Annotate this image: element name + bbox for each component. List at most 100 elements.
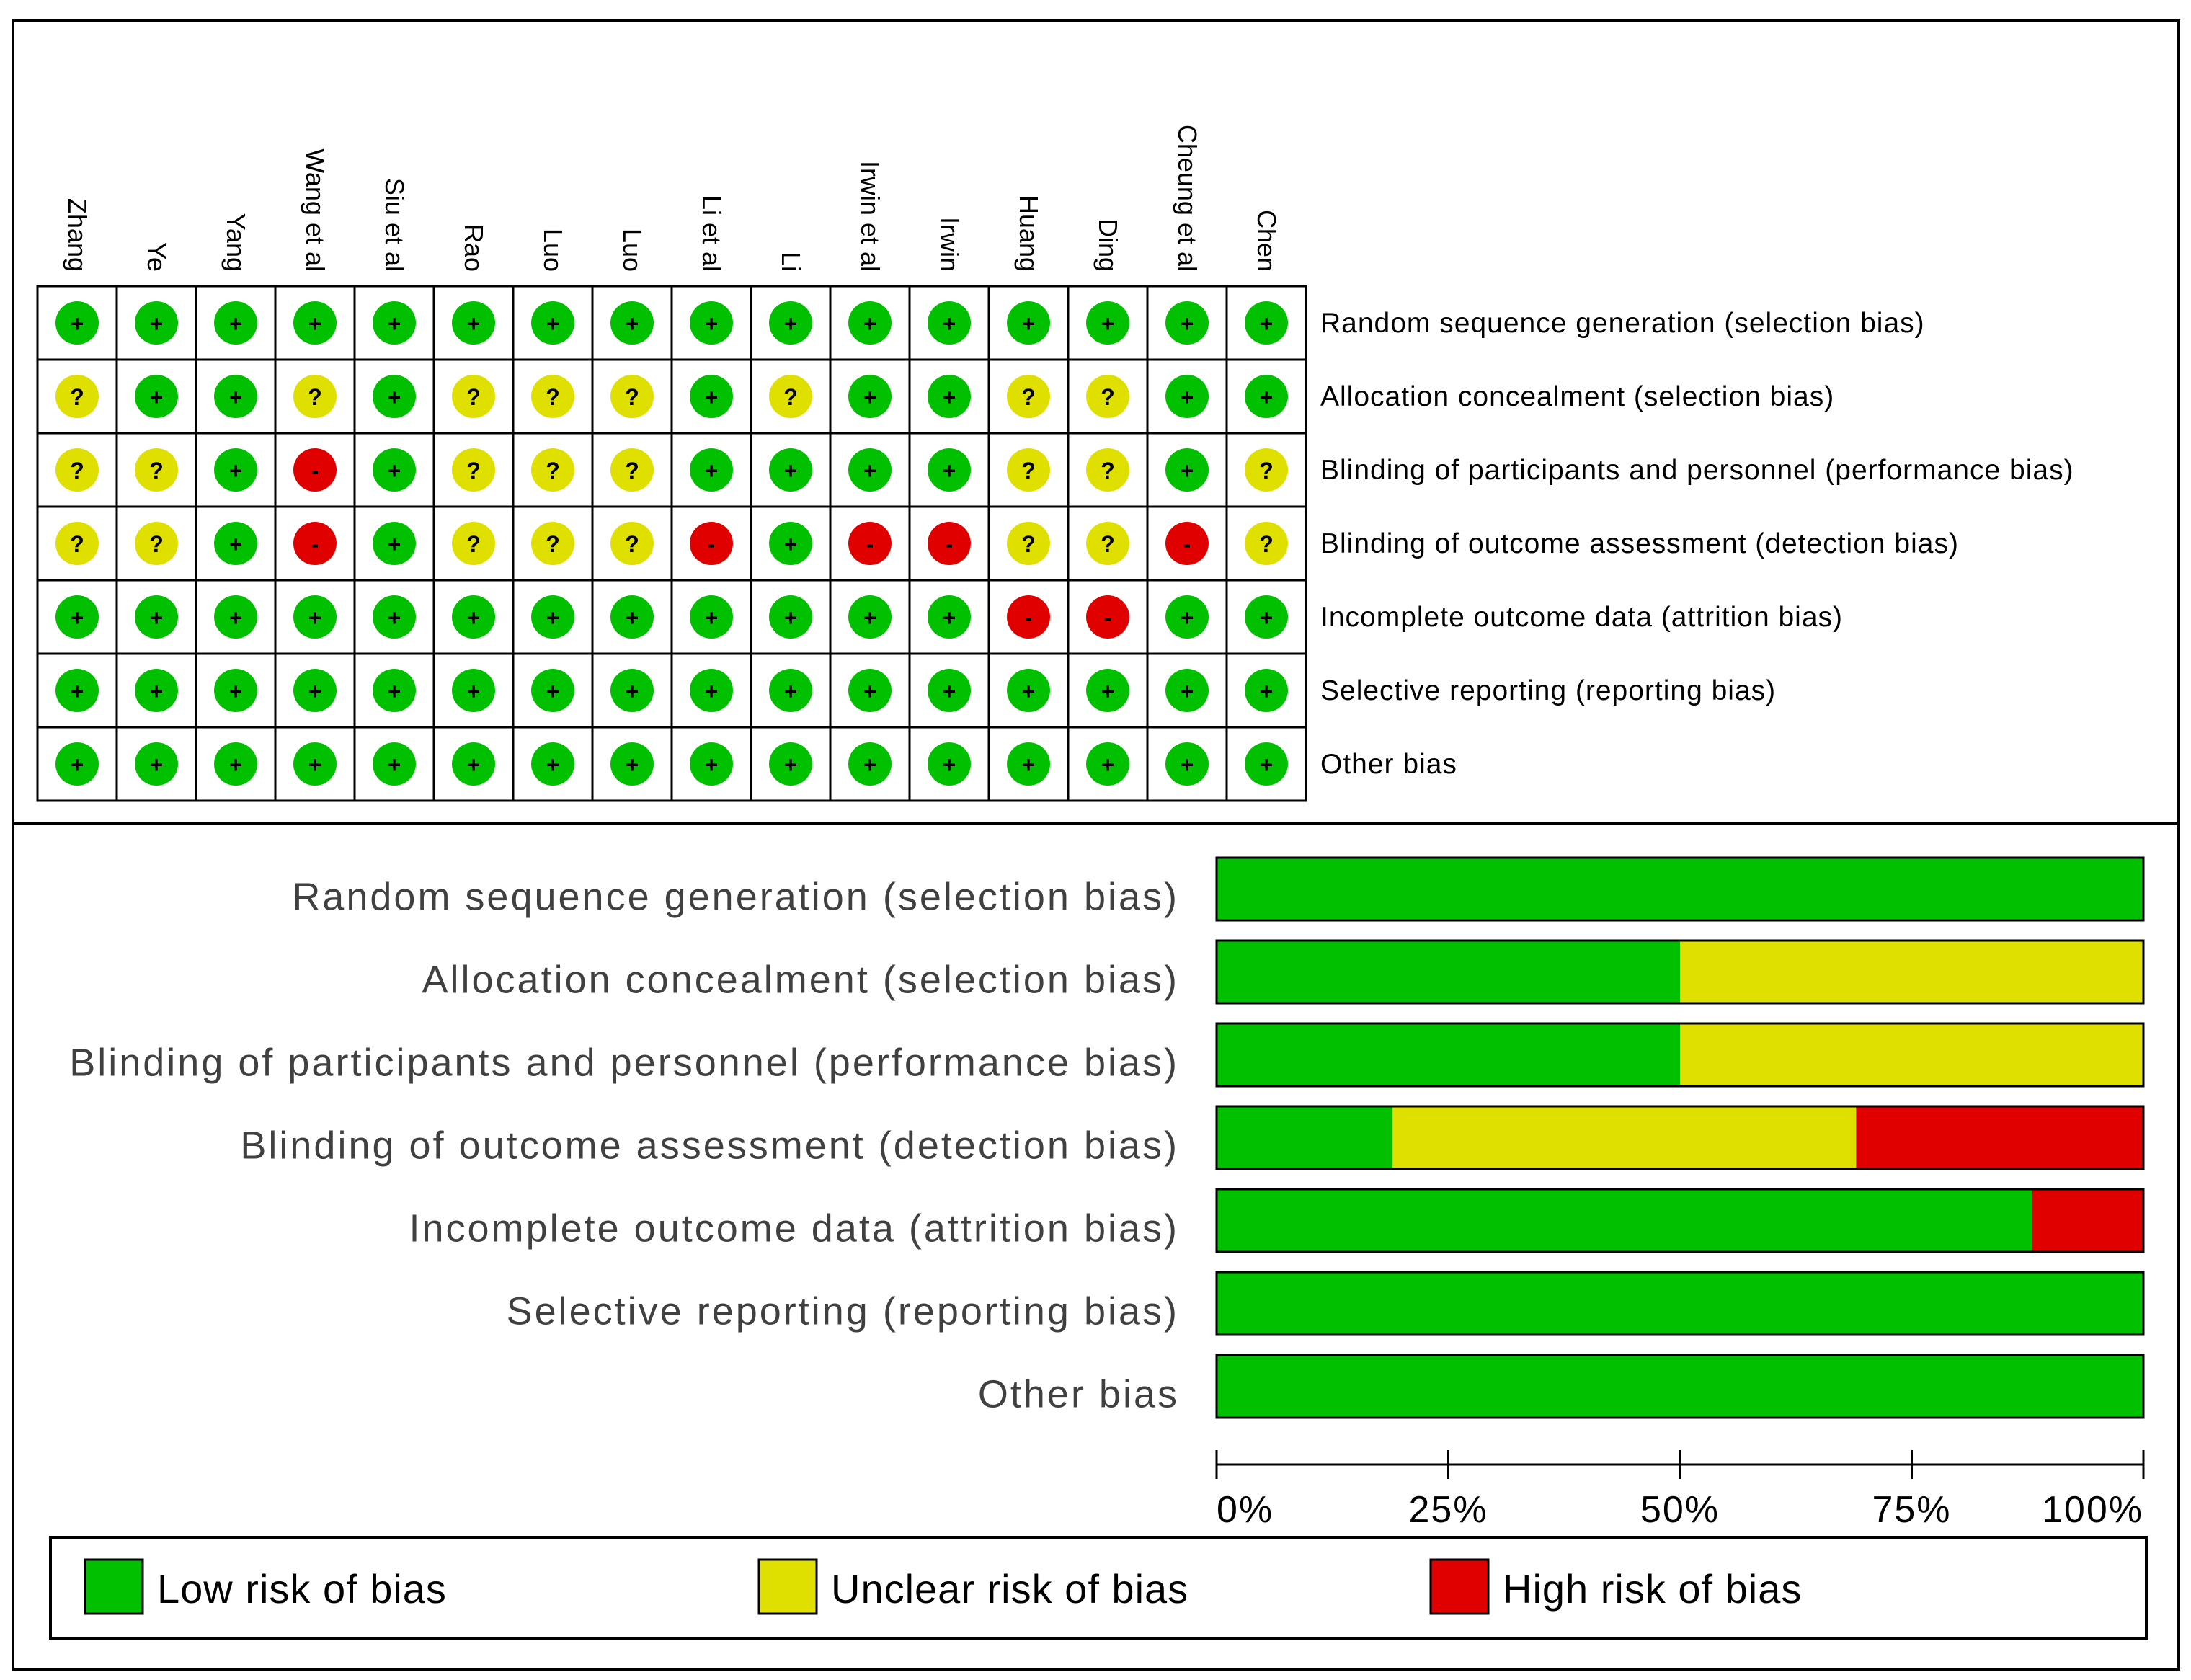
judgement-symbol: + (626, 311, 639, 337)
judgement-symbol: + (1181, 678, 1194, 704)
study-label: Siu et al (380, 178, 409, 272)
judgement-symbol: + (71, 678, 84, 704)
judgement-symbol: ? (1021, 384, 1036, 410)
judgement-dot-low (373, 669, 416, 712)
judgement-symbol: + (388, 752, 401, 778)
summary-domain-label: Other bias (1320, 749, 1457, 780)
judgement-dot-low (293, 669, 337, 712)
judgement-symbol: + (784, 311, 798, 337)
judgement-dot-low (373, 448, 416, 492)
judgement-symbol: ? (625, 384, 639, 410)
judgement-symbol: + (863, 605, 877, 631)
judgement-symbol: + (1022, 752, 1036, 778)
bar-segment-low (1217, 1189, 2032, 1252)
judgement-dot-low (1165, 448, 1209, 492)
judgement-symbol: + (388, 605, 401, 631)
judgement-symbol: + (784, 458, 798, 484)
judgement-dot-low (848, 301, 892, 345)
judgement-dot-unclear (531, 448, 574, 492)
judgement-dot-low (531, 301, 574, 345)
judgement-dot-low (690, 669, 733, 712)
judgement-symbol: ? (149, 458, 164, 484)
study-label: Chen (1252, 210, 1281, 272)
judgement-dot-unclear (610, 522, 654, 565)
summary-cell (591, 726, 673, 802)
x-tick-label: 50% (1640, 1489, 1720, 1531)
judgement-dot-unclear (55, 375, 99, 418)
judgement-symbol: + (1260, 311, 1274, 337)
judgement-symbol: + (784, 752, 798, 778)
judgement-dot-low (214, 522, 257, 565)
judgement-symbol: - (708, 531, 716, 557)
judgement-dot-low (690, 742, 733, 786)
judgement-symbol: ? (1101, 531, 1115, 557)
judgement-symbol: ? (70, 384, 84, 410)
risk-of-bias-summary-panel: + + + + + + + + + + + + + + + +? + +? +??? +? + +?? + +?? + - +???… (12, 19, 2180, 825)
judgement-symbol: - (946, 531, 954, 557)
judgement-symbol: + (546, 752, 560, 778)
judgement-symbol: + (150, 311, 164, 337)
judgement-dot-low (1245, 742, 1288, 786)
judgement-symbol: + (150, 678, 164, 704)
judgement-dot-high (848, 522, 892, 565)
study-label: Zhang (63, 198, 92, 272)
judgement-symbol: + (229, 678, 243, 704)
judgement-symbol: + (467, 605, 481, 631)
bar-outline (1215, 1022, 2145, 1088)
judgement-dot-unclear (293, 375, 337, 418)
judgement-symbol: + (705, 384, 719, 410)
judgement-dot-unclear (55, 448, 99, 492)
summary-domain-label: Blinding of participants and personnel (… (1320, 455, 2074, 486)
judgement-symbol: - (866, 531, 874, 557)
judgement-dot-low (135, 301, 178, 345)
legend-frame (49, 1536, 2148, 1640)
judgement-dot-low (531, 595, 574, 639)
judgement-dot-unclear (769, 375, 812, 418)
judgement-symbol: + (150, 384, 164, 410)
legend-swatch-unclear (757, 1558, 818, 1615)
judgement-dot-low (55, 301, 99, 345)
judgement-symbol: + (863, 458, 877, 484)
study-label: Yang (221, 213, 251, 272)
summary-domain-label: Allocation concealment (selection bias) (1320, 381, 1834, 412)
bar-segment-low (1217, 858, 2143, 920)
judgement-dot-low (769, 742, 812, 786)
judgement-dot-unclear (1086, 375, 1129, 418)
judgement-dot-low (452, 595, 495, 639)
judgement-symbol: + (388, 531, 401, 557)
judgement-dot-low (1165, 669, 1209, 712)
judgement-symbol: ? (1021, 458, 1036, 484)
judgement-symbol: ? (1101, 384, 1115, 410)
judgement-dot-low (1165, 301, 1209, 345)
judgement-symbol: + (308, 605, 322, 631)
judgement-dot-low (373, 301, 416, 345)
graph-category-label: Random sequence generation (selection bi… (292, 876, 1179, 919)
judgement-dot-low (452, 742, 495, 786)
judgement-symbol: + (1181, 752, 1194, 778)
judgement-dot-low (848, 448, 892, 492)
judgement-dot-low (1245, 375, 1288, 418)
judgement-symbol: + (943, 384, 956, 410)
judgement-symbol: + (626, 605, 639, 631)
judgement-dot-low (769, 448, 812, 492)
study-label: Cheung et al (1173, 125, 1202, 272)
judgement-dot-low (769, 522, 812, 565)
judgement-dot-low (1007, 669, 1050, 712)
judgement-symbol: + (1022, 311, 1036, 337)
judgement-dot-low (1245, 301, 1288, 345)
judgement-symbol: + (1101, 752, 1115, 778)
judgement-dot-low (1086, 742, 1129, 786)
judgement-symbol: + (863, 384, 877, 410)
judgement-symbol: + (388, 384, 401, 410)
judgement-symbol: + (1260, 384, 1274, 410)
judgement-dot-low (135, 742, 178, 786)
judgement-dot-unclear (1086, 448, 1129, 492)
judgement-symbol: + (388, 458, 401, 484)
judgement-dot-low (214, 595, 257, 639)
judgement-dot-unclear (452, 522, 495, 565)
x-tick-label: 75% (1872, 1489, 1951, 1531)
judgement-symbol: ? (546, 531, 560, 557)
judgement-dot-low (610, 595, 654, 639)
judgement-symbol: ? (308, 384, 322, 410)
legend-swatch-high (1429, 1558, 1490, 1615)
